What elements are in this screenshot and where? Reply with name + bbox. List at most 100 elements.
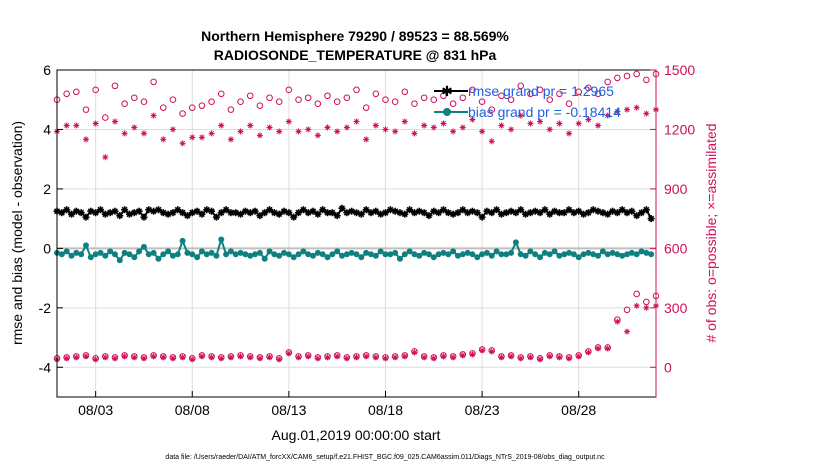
right-tick-label: 300 — [664, 300, 688, 316]
data-point — [213, 252, 220, 259]
data-point — [478, 98, 486, 106]
data-point — [285, 251, 292, 258]
data-point — [189, 134, 196, 141]
data-point — [58, 251, 65, 258]
data-point — [339, 252, 346, 259]
star-stroke — [64, 123, 70, 128]
data-point — [295, 354, 302, 361]
data-point — [367, 251, 374, 258]
data-point — [401, 88, 409, 96]
data-point — [212, 213, 220, 221]
star-stroke — [180, 354, 186, 360]
data-point — [512, 239, 519, 246]
data-point — [556, 90, 563, 98]
star-stroke — [238, 128, 244, 134]
data-point — [140, 243, 147, 250]
data-point — [488, 209, 496, 217]
data-point — [372, 122, 379, 129]
star-stroke — [459, 206, 466, 213]
data-point — [537, 356, 544, 363]
data-point — [517, 206, 525, 214]
data-point — [382, 251, 389, 258]
star-stroke — [184, 212, 191, 219]
data-point — [333, 212, 341, 220]
data-point — [58, 209, 66, 217]
star-stroke — [140, 214, 147, 221]
data-point — [222, 206, 230, 214]
data-point — [391, 98, 399, 106]
data-point — [227, 136, 234, 143]
data-point — [305, 251, 312, 258]
data-point — [362, 206, 370, 214]
star-stroke — [508, 353, 514, 359]
data-point — [63, 355, 70, 362]
data-point — [82, 136, 89, 143]
star-stroke — [483, 208, 490, 215]
data-point — [488, 348, 495, 355]
x-tick-label: 08/28 — [561, 402, 596, 418]
x-tick-label: 08/08 — [175, 402, 210, 418]
data-point — [406, 206, 414, 214]
data-point — [116, 212, 124, 220]
data-point — [150, 249, 157, 256]
star-stroke — [454, 209, 461, 216]
data-point — [136, 248, 143, 255]
data-point — [517, 82, 525, 90]
star-stroke — [537, 209, 544, 216]
data-point — [217, 209, 225, 217]
data-point — [145, 251, 152, 258]
star-stroke — [392, 208, 399, 215]
star-stroke — [551, 208, 558, 215]
data-point — [643, 298, 650, 306]
data-point — [439, 206, 447, 214]
data-point — [628, 207, 636, 215]
data-point — [517, 112, 524, 119]
star-stroke — [605, 113, 611, 119]
star-stroke — [189, 356, 195, 362]
data-point — [353, 251, 360, 258]
data-point — [459, 206, 467, 214]
data-point — [174, 251, 181, 258]
data-point — [546, 210, 554, 218]
data-point — [604, 210, 612, 218]
data-point — [179, 209, 187, 217]
data-point — [131, 354, 138, 361]
data-point — [150, 353, 157, 360]
data-point — [63, 90, 70, 98]
star-stroke — [373, 123, 379, 128]
data-point — [556, 252, 563, 259]
star-stroke — [425, 212, 432, 219]
data-point — [546, 96, 554, 104]
star-stroke — [189, 134, 195, 140]
star-stroke — [261, 209, 268, 216]
star-stroke — [469, 351, 475, 357]
star-stroke — [160, 136, 166, 142]
data-point — [406, 248, 413, 255]
data-point — [96, 206, 104, 214]
data-point — [198, 134, 205, 141]
data-point — [551, 248, 558, 255]
star-stroke — [614, 319, 620, 325]
y-tick-label: 0 — [43, 240, 51, 256]
star-stroke — [266, 206, 273, 213]
data-point — [609, 249, 616, 256]
data-point — [121, 353, 128, 360]
data-point — [522, 252, 529, 259]
data-point — [319, 251, 326, 258]
data-point — [633, 251, 640, 258]
star-stroke — [450, 128, 456, 134]
star-stroke — [131, 354, 137, 360]
data-point — [454, 209, 462, 217]
data-point — [527, 90, 534, 98]
x-tick-label: 08/18 — [368, 402, 403, 418]
star-stroke — [344, 125, 350, 130]
data-point — [150, 112, 157, 119]
star-stroke — [281, 208, 288, 215]
star-stroke — [634, 105, 640, 111]
star-stroke — [286, 119, 292, 124]
data-point — [595, 252, 602, 259]
data-point — [256, 102, 264, 109]
data-point — [256, 132, 263, 139]
star-stroke — [141, 130, 147, 136]
right-tick-label: 0 — [664, 359, 672, 375]
